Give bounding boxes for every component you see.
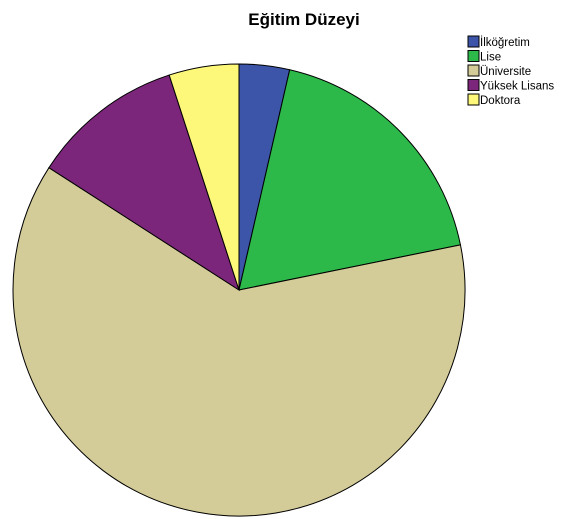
legend-swatch-1 (467, 50, 480, 62)
pie-slices (12, 63, 466, 517)
legend-label-1: Lise (480, 52, 501, 64)
legend-label-0: İlköğretim (480, 36, 530, 49)
legend-swatch-0 (467, 35, 480, 48)
pie-slice-3 (48, 74, 240, 292)
pie-slice-1 (238, 69, 462, 291)
legend-swatch-3 (467, 79, 480, 91)
pie-slice-2 (12, 167, 466, 517)
legend-label-4: Doktora (480, 95, 521, 107)
legend-label-3: Yüksek Lisans (480, 81, 554, 93)
chart-title: Eğitim Düzeyi (248, 10, 359, 29)
legend-swatch-4 (467, 93, 480, 106)
legend-label-2: Üniversite (480, 66, 531, 78)
legend-swatch-2 (467, 64, 480, 77)
legend: İlköğretim Lise Üniversite Yüksek Lisans Dok… (467, 35, 554, 107)
pie-slice-4 (168, 63, 240, 291)
